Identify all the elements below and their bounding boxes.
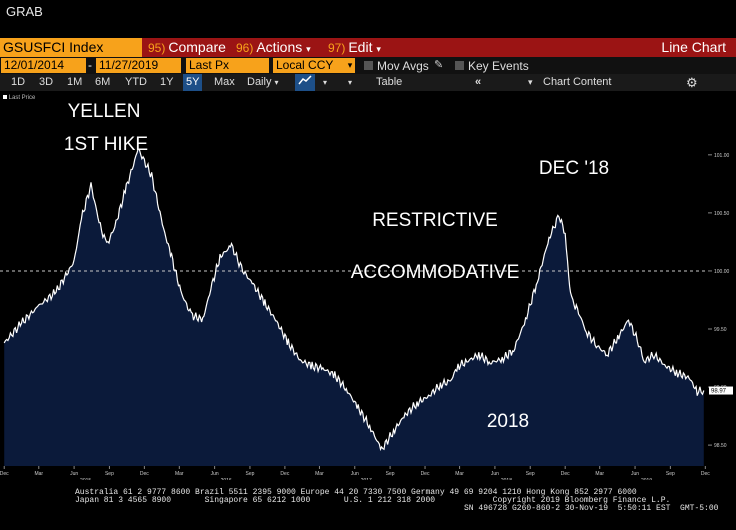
x-year-label: 2019	[641, 478, 652, 480]
mov-avgs-checkbox[interactable]	[364, 61, 373, 70]
ticker-field[interactable]: GSUSFCI Index	[0, 38, 142, 57]
pencil-icon[interactable]: ✎	[434, 59, 444, 71]
start-date-field[interactable]: 12/01/2014	[1, 58, 86, 73]
x-tick-label: Mar	[315, 471, 324, 477]
dropdown-arrow-icon: ▾	[306, 44, 311, 54]
x-tick-label: Jun	[351, 471, 359, 477]
dropdown-arrow-icon[interactable]: ▾	[348, 78, 353, 87]
window-title: GRAB	[6, 4, 43, 19]
price-field-select[interactable]: Last Px	[186, 58, 269, 73]
gear-icon[interactable]: ⚙	[686, 75, 698, 90]
chart-type-label[interactable]: Line Chart	[661, 39, 726, 55]
actions-label: Actions	[256, 39, 303, 55]
x-tick-label: Dec	[561, 471, 570, 477]
table-button[interactable]: Table	[376, 76, 403, 88]
x-tick-label: Dec	[0, 471, 9, 477]
y-tick-label: 99.50	[714, 327, 727, 333]
frequency-label: Daily	[247, 76, 272, 88]
dropdown-arrow-icon: ▾	[274, 78, 279, 87]
last-value-label: 98.97	[711, 389, 727, 395]
chart-legend: Last Price	[3, 95, 35, 101]
actions-number: 96)	[236, 41, 254, 55]
key-events-label: Key Events	[468, 59, 529, 73]
y-tick-label: 100.50	[714, 211, 730, 217]
x-tick-label: Sep	[245, 471, 254, 477]
x-tick-label: Dec	[280, 471, 289, 477]
period-button-ytd[interactable]: YTD	[125, 76, 147, 88]
x-tick-label: Sep	[386, 471, 395, 477]
edit-button[interactable]: 97) Edit ▾	[328, 38, 394, 57]
x-year-label: 2015	[80, 478, 91, 480]
y-tick-label: 100.00	[714, 269, 730, 275]
x-tick-label: Mar	[595, 471, 604, 477]
compare-number: 95)	[148, 41, 166, 55]
period-button-3d[interactable]: 3D	[39, 76, 54, 88]
area-fill	[4, 149, 704, 466]
chart-annotation: YELLEN	[68, 101, 141, 122]
x-tick-label: Jun	[211, 471, 219, 477]
footer-contacts: Australia 61 2 9777 8600 Brazil 5511 239…	[75, 488, 637, 497]
x-tick-label: Dec	[701, 471, 710, 477]
x-year-label: 2017	[361, 478, 372, 480]
edit-number: 97)	[328, 41, 346, 55]
period-button-1y[interactable]: 1Y	[160, 76, 174, 88]
x-year-label: 2016	[221, 478, 232, 480]
chart-annotation: 1ST HIKE	[64, 134, 148, 155]
chart-annotation: ACCOMMODATIVE	[351, 262, 520, 283]
menu-bar	[0, 38, 736, 57]
period-button-6m[interactable]: 6M	[95, 76, 111, 88]
actions-button[interactable]: 96) Actions ▾	[236, 38, 324, 57]
x-tick-label: Dec	[140, 471, 149, 477]
dropdown-arrow-icon[interactable]: ▾	[345, 58, 355, 73]
y-tick-label: 98.50	[714, 443, 727, 449]
key-events-checkbox[interactable]	[455, 61, 464, 70]
x-tick-label: Sep	[105, 471, 114, 477]
end-date-field[interactable]: 11/27/2019	[96, 58, 181, 73]
y-tick-label: 101.00	[714, 153, 730, 159]
price-line	[3, 148, 705, 452]
x-tick-label: Jun	[631, 471, 639, 477]
frequency-select[interactable]: Daily ▾	[245, 74, 295, 91]
legend-swatch	[3, 95, 7, 99]
x-tick-label: Mar	[34, 471, 43, 477]
x-tick-label: Mar	[175, 471, 184, 477]
period-button-max[interactable]: Max	[214, 76, 235, 88]
compare-label: Compare	[168, 39, 226, 55]
period-button-5y[interactable]: 5Y	[183, 74, 203, 91]
x-year-label: 2018	[501, 478, 512, 480]
x-tick-label: Dec	[421, 471, 430, 477]
edit-label: Edit	[348, 39, 373, 55]
chart-annotation: DEC '18	[539, 158, 609, 179]
footer-serial: SN 496728 G260-860-2 30-Nov-19 5:50:11 E…	[464, 504, 719, 513]
chart-content-button[interactable]: Chart Content	[543, 76, 612, 88]
date-separator: -	[88, 58, 92, 72]
x-tick-label: Sep	[666, 471, 675, 477]
x-tick-label: Sep	[526, 471, 535, 477]
currency-select[interactable]: Local CCY	[273, 58, 345, 73]
x-tick-label: Jun	[491, 471, 499, 477]
footer-contacts-2: Japan 81 3 4565 8900 Singapore 65 6212 1…	[75, 496, 671, 505]
dropdown-arrow-icon[interactable]: ▾	[323, 78, 328, 87]
chart-line-icon[interactable]	[295, 74, 315, 91]
chart-plot: 98.5099.0099.50100.00100.50101.0098.97De…	[0, 101, 733, 480]
double-chevron-left-icon[interactable]: «	[475, 76, 482, 88]
x-tick-label: Mar	[455, 471, 464, 477]
legend-label: Last Price	[8, 95, 36, 101]
chart-annotation: RESTRICTIVE	[372, 210, 498, 231]
last-value-tag	[709, 386, 733, 395]
mov-avgs-label: Mov Avgs	[377, 59, 429, 73]
period-button-1m[interactable]: 1M	[67, 76, 83, 88]
chart-annotation: 2018	[487, 411, 529, 432]
dropdown-arrow-icon: ▾	[528, 77, 533, 87]
compare-button[interactable]: 95) Compare	[148, 38, 232, 57]
period-button-1d[interactable]: 1D	[11, 76, 26, 88]
dropdown-arrow-icon: ▾	[376, 44, 381, 54]
x-tick-label: Jun	[70, 471, 78, 477]
